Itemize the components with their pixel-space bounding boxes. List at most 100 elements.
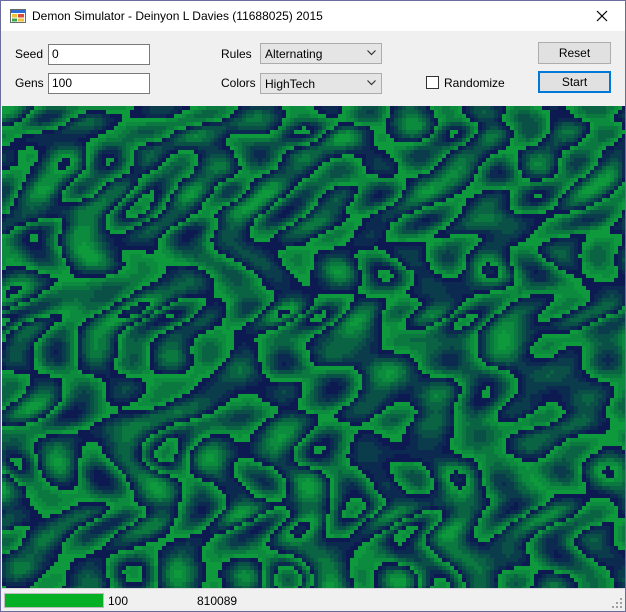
cell-band — [130, 238, 150, 242]
cell-band — [566, 202, 570, 206]
cell-band — [174, 230, 178, 234]
colors-select[interactable]: HighTech — [260, 73, 382, 94]
cell-band — [426, 302, 430, 306]
cell-band — [254, 178, 258, 182]
cell-band — [506, 158, 510, 162]
cell-band — [538, 262, 542, 266]
cell-band — [454, 198, 462, 202]
cell-band — [482, 130, 486, 134]
cell-band — [310, 166, 314, 170]
reset-button[interactable]: Reset — [538, 42, 611, 64]
cell-band — [454, 266, 458, 270]
cell-band — [474, 118, 478, 122]
cell-band — [622, 230, 625, 234]
cell-band — [70, 230, 74, 234]
cell-band — [446, 190, 450, 194]
cell-band — [426, 106, 430, 110]
cell-band — [178, 190, 182, 194]
rules-select[interactable]: Alternating — [260, 43, 382, 64]
cell-band — [238, 242, 246, 246]
cell-band — [394, 134, 398, 138]
cell-band — [570, 306, 574, 310]
cell-band — [530, 230, 534, 234]
cell-band — [130, 330, 138, 334]
cell-band — [250, 210, 254, 214]
cell-band — [2, 202, 6, 206]
cell-band — [222, 278, 230, 282]
cell-band — [370, 330, 374, 334]
cell-band — [166, 254, 174, 258]
cell-band — [478, 318, 482, 322]
cell-band — [178, 238, 182, 242]
cell-band — [74, 110, 78, 114]
cell-band — [446, 246, 458, 250]
cell-band — [326, 198, 330, 202]
cell-band — [582, 254, 586, 258]
cell-band — [278, 238, 282, 242]
cell-band — [266, 318, 270, 322]
cell-band — [194, 278, 202, 282]
cell-band — [494, 322, 498, 326]
cell-band — [42, 330, 46, 334]
cell-band — [190, 126, 194, 130]
cell-band — [146, 330, 150, 334]
simulation-canvas[interactable] — [2, 106, 625, 588]
randomize-checkbox[interactable] — [426, 76, 439, 89]
cell-band — [458, 258, 462, 262]
cell-band — [454, 138, 458, 142]
cell-band — [206, 218, 210, 222]
cell-band — [442, 150, 446, 154]
cell-band — [370, 166, 374, 170]
seed-input[interactable]: 0 — [48, 44, 150, 65]
cell-band — [598, 222, 602, 226]
cell-band — [18, 242, 22, 246]
cell-band — [382, 234, 386, 238]
cell-band — [2, 118, 6, 122]
cell-band — [474, 262, 478, 266]
cell-band — [258, 226, 266, 230]
cell-band — [246, 314, 250, 318]
cell-band — [154, 242, 158, 246]
cell-band — [150, 150, 154, 154]
cell-band — [310, 230, 314, 234]
cell-band — [126, 322, 130, 326]
cell-band — [618, 114, 622, 118]
cell-band — [262, 218, 266, 222]
cell-band — [390, 206, 394, 210]
cell-band — [254, 154, 266, 158]
close-button[interactable] — [579, 1, 625, 31]
cell-band — [38, 110, 42, 114]
cell-band — [102, 286, 122, 290]
cell-band — [2, 186, 10, 190]
cell-band — [558, 150, 562, 154]
cell-band — [262, 318, 266, 322]
cell-band — [482, 314, 486, 318]
cell-band — [322, 278, 326, 282]
cell-band — [206, 306, 222, 310]
cell-band — [586, 326, 590, 330]
cell-band — [270, 318, 282, 322]
cell-band — [98, 318, 102, 322]
cell-band — [22, 314, 26, 318]
title-bar[interactable]: Demon Simulator - Deinyon L Davies (1168… — [1, 1, 625, 31]
cell-band — [258, 162, 262, 166]
cell-band — [490, 170, 498, 174]
cell-band — [74, 186, 78, 190]
cell-band — [118, 258, 122, 262]
cell-band — [318, 178, 334, 182]
cell-band — [302, 186, 306, 190]
cell-band — [246, 218, 250, 222]
start-button[interactable]: Start — [538, 71, 611, 93]
cell-band — [506, 274, 510, 278]
cell-band — [482, 278, 498, 282]
cell-band — [58, 182, 62, 186]
cell-band — [398, 270, 402, 274]
cell-band — [202, 162, 206, 166]
cell-band — [550, 150, 554, 154]
gens-input[interactable]: 100 — [48, 73, 150, 94]
cell-band — [90, 226, 94, 230]
cell-band — [470, 302, 474, 306]
cell-band — [338, 214, 342, 218]
cell-band — [374, 194, 382, 198]
cell-band — [470, 254, 474, 258]
